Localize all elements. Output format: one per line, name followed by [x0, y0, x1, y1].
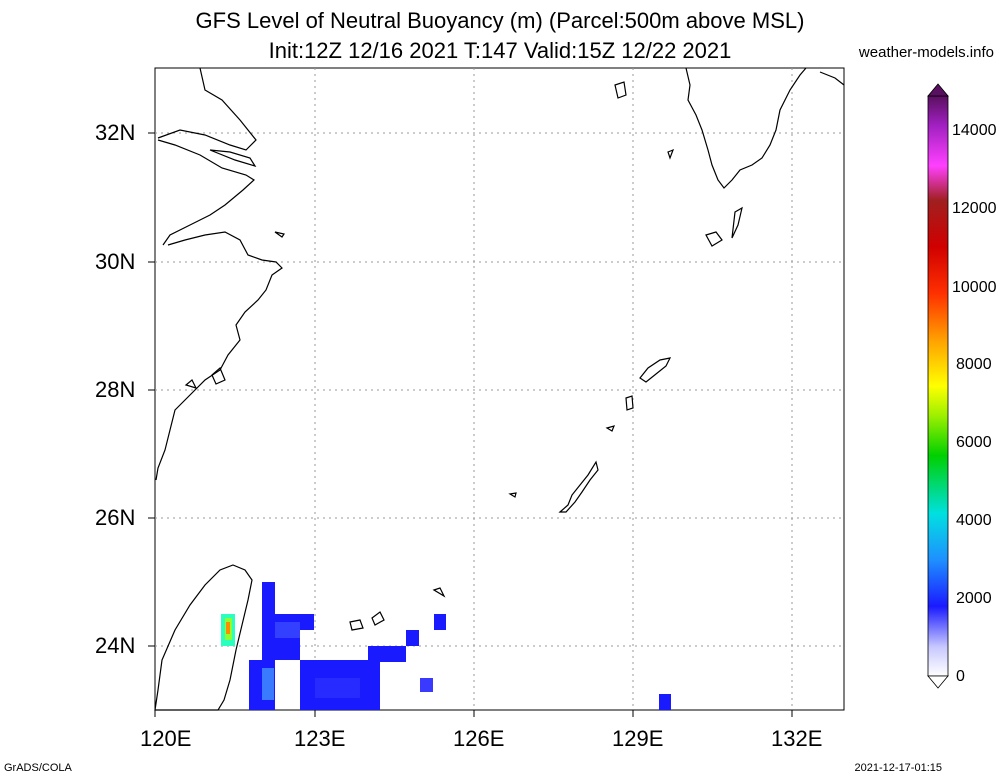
okinawa-island	[558, 460, 599, 513]
colorbar-label: 8000	[956, 356, 992, 373]
colorbar-label: 12000	[952, 200, 997, 217]
amami-island	[639, 357, 672, 383]
island	[274, 231, 285, 238]
colorbar-label: 6000	[956, 434, 992, 451]
lat-label: 32N	[95, 120, 136, 145]
yakushima-island	[731, 206, 743, 239]
map-title: GFS Level of Neutral Buoyancy (m) (Parce…	[195, 8, 805, 33]
colorbar-label: 4000	[956, 512, 992, 529]
field-cell	[315, 678, 360, 698]
gridlines	[155, 68, 844, 710]
shikoku-coast	[819, 71, 845, 86]
lon-label: 129E	[612, 726, 664, 751]
island	[667, 148, 675, 160]
colorbar-label: 2000	[956, 590, 992, 607]
lon-label: 126E	[453, 726, 505, 751]
colorbar-top-arrow	[927, 83, 949, 97]
field-cell	[659, 694, 671, 710]
lon-label: 120E	[140, 726, 192, 751]
field-cell	[420, 678, 433, 692]
field-cell	[406, 630, 419, 646]
colorbar	[927, 83, 949, 689]
island	[605, 425, 616, 432]
island	[211, 366, 226, 385]
coastlines	[154, 67, 845, 711]
island	[184, 379, 198, 389]
field-cell-hot	[226, 622, 230, 634]
kyushu-coast	[685, 67, 807, 189]
map-subtitle: Init:12Z 12/16 2021 T:147 Valid:15Z 12/2…	[268, 38, 732, 63]
field-cell	[262, 582, 275, 614]
colorbar-label: 14000	[952, 122, 997, 139]
footer-left: GrADS/COLA	[4, 762, 72, 774]
buoyancy-field	[221, 582, 671, 710]
island	[625, 395, 634, 411]
lat-label: 28N	[95, 377, 136, 402]
field-cell	[368, 646, 406, 662]
colorbar-bar	[927, 95, 949, 677]
field-cell	[262, 668, 274, 700]
tanegashima-island	[705, 231, 723, 247]
island	[432, 587, 446, 598]
lat-label: 30N	[95, 249, 136, 274]
island	[349, 619, 364, 631]
china-coast	[155, 67, 283, 481]
axis-ticks	[148, 132, 793, 717]
site-credit: weather-models.info	[858, 44, 994, 61]
lat-label: 24N	[95, 633, 136, 658]
lat-label: 26N	[95, 505, 136, 530]
island	[371, 611, 385, 626]
island	[508, 492, 517, 498]
yangtze-estuary	[209, 149, 257, 168]
footer-right: 2021-12-17-01:15	[854, 762, 942, 774]
lon-label: 132E	[771, 726, 823, 751]
field-cell	[275, 622, 300, 638]
taiwan-coast	[154, 564, 253, 711]
colorbar-label: 10000	[952, 279, 997, 296]
island	[614, 81, 627, 99]
lon-label: 123E	[294, 726, 346, 751]
colorbar-bottom-arrow	[927, 675, 949, 689]
field-cell	[434, 614, 446, 630]
plot-frame	[154, 67, 845, 711]
colorbar-label: 0	[956, 668, 965, 685]
